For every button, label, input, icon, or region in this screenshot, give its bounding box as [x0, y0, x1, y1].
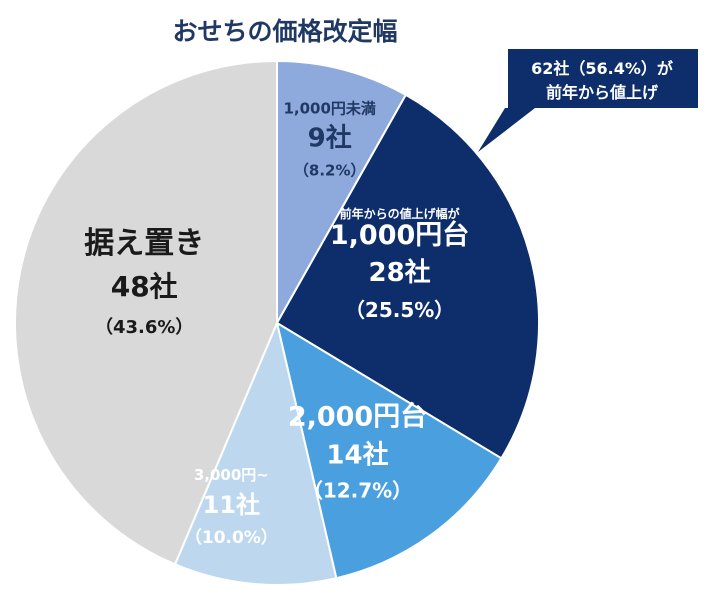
slice-count-label-2: 28社	[369, 257, 431, 288]
slice-category-label-2: 1,000円台	[330, 219, 469, 251]
slices-layer	[14, 59, 540, 586]
slice-count-label-4: 11社	[203, 491, 260, 519]
slice-count-label-1: 9社	[308, 122, 352, 153]
chart-title: おせちの価格改定幅	[172, 17, 397, 46]
slice-category-label-3: 2,000円台	[288, 400, 427, 432]
slice-count-label-3: 14社	[326, 439, 388, 470]
slice-count-label-5: 48社	[111, 270, 178, 303]
pie-slice-2	[275, 93, 540, 460]
slice-percent-label-4: （10.0%）	[185, 527, 278, 548]
pie-slice-5	[14, 59, 278, 566]
callout-line2: 前年から値上げ	[546, 83, 659, 102]
slice-percent-label-3: （12.7%）	[303, 478, 412, 502]
slice-percent-label-5: （43.6%）	[95, 317, 193, 338]
slice-percent-label-1: （8.2%）	[294, 161, 366, 179]
slice-category-label-1: 1,000円未満	[283, 99, 375, 117]
callout-box	[478, 49, 698, 152]
slice-percent-label-2: （25.5%）	[345, 298, 454, 322]
pie-slice-4	[173, 319, 338, 586]
pie-slice-1	[276, 59, 408, 327]
slice-category-label-5: 据え置き	[84, 226, 204, 261]
callout: 62社（56.4%）が 前年から値上げ	[478, 49, 698, 152]
callout-line1: 62社（56.4%）が	[531, 59, 673, 78]
slice-category-label-4: 3,000円~	[194, 466, 269, 484]
slice-sublabel-2: 前年からの値上げ幅が	[340, 206, 460, 221]
pie-slice-3	[275, 320, 503, 580]
